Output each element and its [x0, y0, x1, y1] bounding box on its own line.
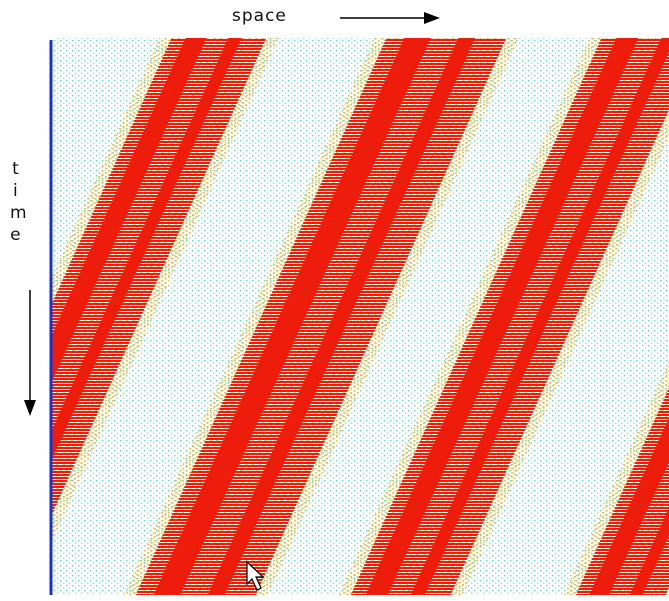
- page: {"header": {"space_label": "space", "tim…: [0, 0, 669, 601]
- time-arrowhead: [24, 400, 36, 416]
- spacetime-diagram: [0, 0, 669, 601]
- plot-area: [0, 30, 669, 600]
- space-arrowhead: [424, 12, 440, 24]
